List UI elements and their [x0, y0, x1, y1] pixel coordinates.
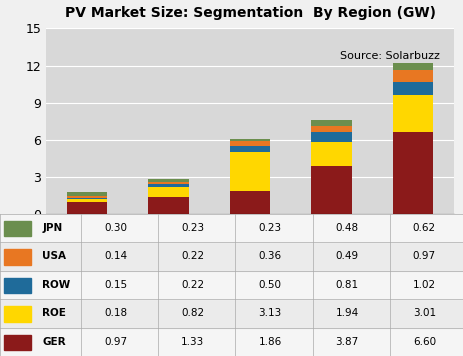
- Bar: [67, 198, 107, 199]
- Bar: [393, 82, 433, 95]
- Bar: [67, 192, 107, 196]
- Title: PV Market Size: Segmentation  By Region (GW): PV Market Size: Segmentation By Region (…: [64, 6, 436, 20]
- Bar: [0, 271, 463, 299]
- Bar: [67, 196, 107, 198]
- Text: GER: GER: [43, 337, 66, 347]
- Text: 1.33: 1.33: [181, 337, 205, 347]
- Bar: [67, 201, 107, 214]
- Bar: [0, 242, 463, 271]
- Text: 3.87: 3.87: [336, 337, 359, 347]
- Bar: [148, 197, 189, 214]
- Bar: [311, 120, 352, 126]
- Bar: [67, 199, 107, 201]
- Bar: [148, 187, 189, 197]
- Text: 0.22: 0.22: [181, 251, 205, 261]
- Text: 0.22: 0.22: [181, 280, 205, 290]
- Text: 1.86: 1.86: [258, 337, 282, 347]
- Bar: [4, 278, 31, 293]
- Text: 1.02: 1.02: [413, 280, 436, 290]
- Bar: [393, 95, 433, 132]
- Bar: [311, 132, 352, 142]
- Bar: [4, 306, 31, 322]
- Text: ROE: ROE: [43, 308, 66, 318]
- Bar: [311, 126, 352, 132]
- Bar: [230, 138, 270, 141]
- Bar: [0, 328, 463, 356]
- Text: JPN: JPN: [43, 223, 63, 233]
- Text: Source: Solarbuzz: Source: Solarbuzz: [340, 51, 439, 61]
- Text: 0.50: 0.50: [258, 280, 282, 290]
- Bar: [0, 299, 463, 328]
- Text: USA: USA: [43, 251, 67, 261]
- Bar: [4, 335, 31, 350]
- Bar: [230, 152, 270, 191]
- Bar: [311, 142, 352, 166]
- Bar: [393, 132, 433, 214]
- Bar: [148, 179, 189, 182]
- Bar: [0, 214, 463, 242]
- Text: 0.81: 0.81: [336, 280, 359, 290]
- Text: ROW: ROW: [43, 280, 71, 290]
- Text: 0.82: 0.82: [181, 308, 205, 318]
- Text: 0.14: 0.14: [104, 251, 127, 261]
- Bar: [393, 70, 433, 82]
- Text: 3.13: 3.13: [258, 308, 282, 318]
- Bar: [393, 63, 433, 70]
- Text: 0.36: 0.36: [258, 251, 282, 261]
- Bar: [4, 249, 31, 265]
- Bar: [230, 191, 270, 214]
- Text: 0.49: 0.49: [336, 251, 359, 261]
- Text: 6.60: 6.60: [413, 337, 436, 347]
- Text: 0.97: 0.97: [413, 251, 436, 261]
- Text: 0.18: 0.18: [104, 308, 127, 318]
- Text: 0.30: 0.30: [104, 223, 127, 233]
- Text: 0.23: 0.23: [258, 223, 282, 233]
- Text: 3.01: 3.01: [413, 308, 436, 318]
- Text: 1.94: 1.94: [336, 308, 359, 318]
- Bar: [230, 146, 270, 152]
- Text: 0.62: 0.62: [413, 223, 436, 233]
- Text: 0.23: 0.23: [181, 223, 205, 233]
- Text: 0.97: 0.97: [104, 337, 127, 347]
- Text: 0.15: 0.15: [104, 280, 127, 290]
- Text: 0.48: 0.48: [336, 223, 359, 233]
- Bar: [4, 221, 31, 236]
- Bar: [148, 182, 189, 184]
- Bar: [148, 184, 189, 187]
- Bar: [311, 166, 352, 214]
- Bar: [230, 141, 270, 146]
